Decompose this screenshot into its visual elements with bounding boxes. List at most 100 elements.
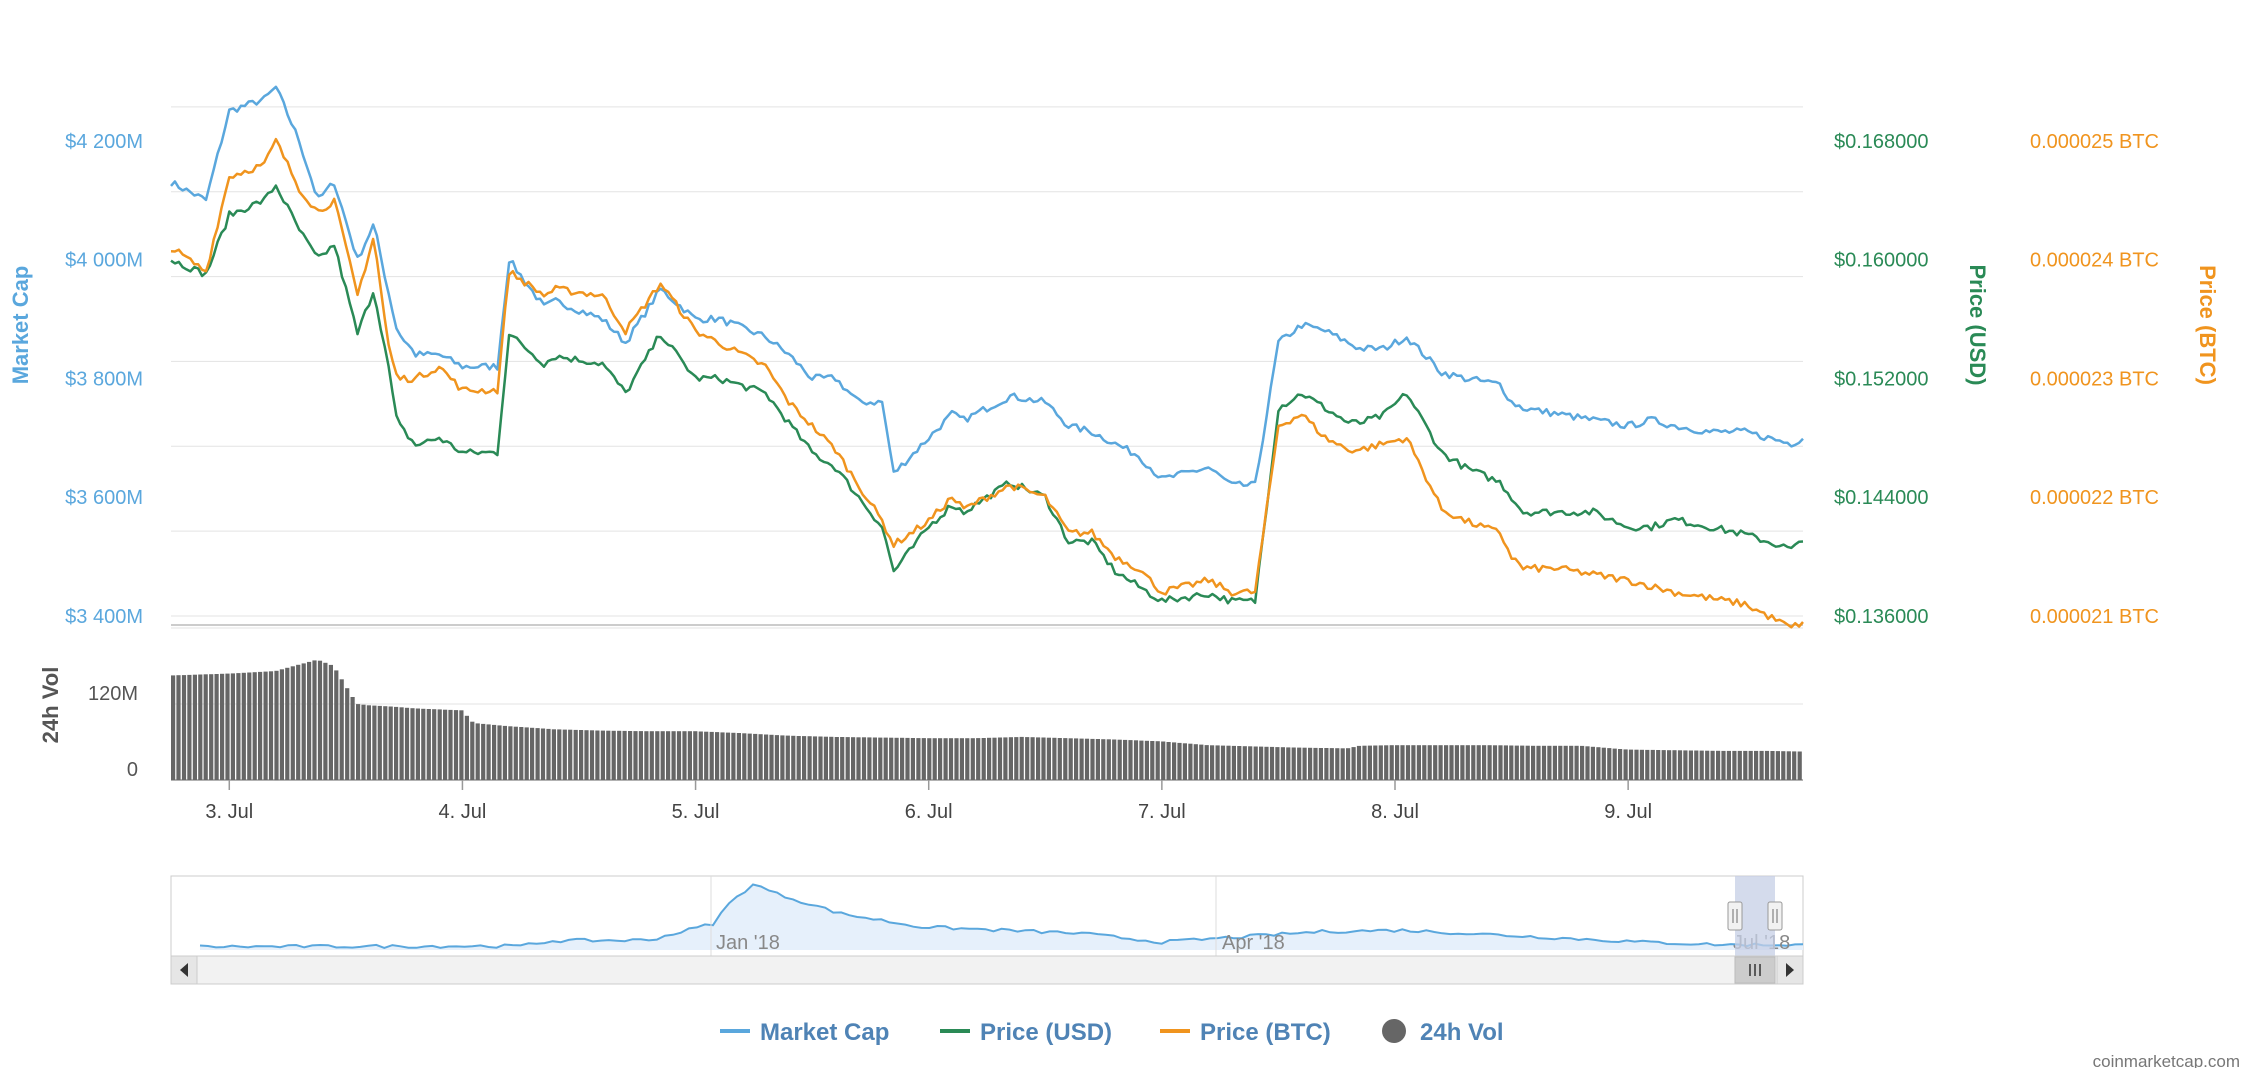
volume-bar [764,734,769,780]
price-btc-tick-label: 0.000023 BTC [2030,368,2159,390]
volume-bar [1014,737,1019,780]
volume-bar [938,738,943,780]
volume-bar [187,674,192,780]
volume-bar [508,726,513,780]
volume-bar [1041,737,1046,780]
scrollbar-track[interactable] [170,955,1804,985]
volume-bar [606,730,611,780]
legend-item-price-usd[interactable]: Price (USD) [940,1019,1112,1046]
volume-bar [1248,746,1253,780]
volume-bar [247,672,252,780]
volume-bar [1384,745,1389,780]
volume-bar [1003,737,1008,780]
volume-bar [812,736,818,780]
legend-item-volume[interactable]: 24h Vol [1382,1019,1504,1046]
volume-bar [622,730,627,780]
volume-bar [1449,745,1454,780]
market-cap-tick-label: $4 000M [65,250,143,272]
volume-bar [399,707,404,780]
price-usd-tick-label: $0.160000 [1834,250,1929,272]
market-cap-tick-label: $3 600M [65,487,143,509]
volume-bar [437,709,442,780]
volume-bar [910,738,915,780]
volume-bar [1444,745,1449,780]
scroll-right-button[interactable] [1776,955,1804,985]
volume-bar [1395,745,1400,780]
volume-bar [1389,745,1394,780]
legend-item-price-btc[interactable]: Price (BTC) [1160,1019,1331,1046]
scrollbar[interactable] [170,955,1804,985]
volume-bar [1569,745,1574,780]
volume-bar [535,728,540,780]
volume-bar [1324,748,1329,780]
legend-item-market-cap[interactable]: Market Cap [720,1019,889,1046]
volume-bar [883,737,888,780]
volume-bar [1242,746,1247,780]
volume-bar [970,738,975,780]
volume-bar [1172,742,1177,780]
volume-bar [595,730,600,780]
volume-bar [1743,750,1748,780]
volume-bar [1471,745,1476,780]
navigator-tick-apr: Apr '18 [1222,932,1285,954]
volume-bar [709,731,714,780]
volume-bar [1694,750,1699,780]
volume-bar [1645,749,1650,780]
volume-bar [785,735,790,780]
volume-bar [617,730,622,780]
volume-bar [720,732,725,780]
volume-bar [976,738,981,780]
volume-bar [1590,746,1595,780]
volume-bar [1150,741,1155,780]
volume-bar [1596,747,1601,780]
volume-bar [1193,744,1198,780]
navigator-right-handle[interactable] [1767,901,1783,931]
x-tick-label: 6. Jul [905,801,953,823]
volume-bar [475,723,480,780]
volume-bar [1237,746,1242,780]
volume-bar [410,708,415,780]
volume-bar [927,738,932,780]
scroll-left-button[interactable] [170,955,198,985]
volume-bar [834,737,839,780]
volume-bar [1422,745,1427,780]
volume-bar [345,688,350,780]
scroll-thumb[interactable] [1734,956,1776,984]
x-tick-label: 5. Jul [672,801,720,823]
volume-bar [317,660,323,780]
volume-bar [1226,745,1231,780]
volume-bar [383,706,388,780]
volume-bar [421,708,426,780]
volume-bar [1465,745,1470,780]
volume-bar [649,731,654,780]
x-tick-label: 9. Jul [1604,801,1652,823]
volume-bar [1541,745,1547,780]
volume-bar [1623,749,1628,780]
volume-bar [459,710,464,780]
volume-bar [644,731,649,780]
volume-bar [1112,739,1117,780]
volume-bar [1106,739,1111,780]
market-cap-tick-label: $3 800M [65,368,143,390]
volume-bar [1291,747,1296,780]
volume-bar [611,730,616,780]
volume-bars [171,660,1802,781]
volume-bar [1460,745,1465,780]
navigator[interactable]: Jan '18 Apr '18 Jul '18 [170,875,1804,957]
x-tick-label: 4. Jul [439,801,487,823]
volume-bar [546,728,551,780]
volume-bar [1770,751,1775,780]
navigator-left-handle[interactable] [1727,901,1743,931]
volume-bar [573,729,578,780]
volume-bar [1634,749,1639,780]
volume-bar [1525,745,1530,780]
volume-bar [540,728,546,780]
volume-bar [519,727,524,780]
volume-bar [502,725,507,780]
volume-bar [1498,745,1503,780]
price-usd-tick-label: $0.144000 [1834,487,1929,509]
volume-bar [1732,750,1737,780]
volume-bar [562,729,567,780]
x-tick-label: 3. Jul [205,801,253,823]
